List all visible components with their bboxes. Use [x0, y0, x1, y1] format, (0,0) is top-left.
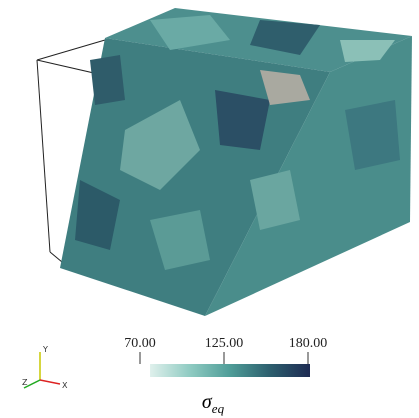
colorbar-ticks: 70.00 125.00 180.00	[124, 336, 327, 364]
title-subscript: eq	[212, 401, 225, 416]
tick-label: 180.00	[289, 336, 328, 351]
tick-label: 70.00	[124, 336, 156, 351]
axis-label: X	[62, 381, 68, 390]
tick-label: 125.00	[205, 336, 244, 351]
axes-triad: Y X Z	[22, 345, 68, 390]
axis-label: Z	[22, 378, 28, 387]
grain	[215, 90, 270, 150]
colorbar	[150, 364, 310, 377]
colorbar-title: σeq	[202, 391, 225, 416]
grain	[90, 55, 125, 105]
scene: Y X Z 70.00 125.00 180.00 σeq	[0, 0, 419, 418]
axis-label: Y	[42, 345, 48, 354]
specimen	[60, 8, 412, 316]
grain	[345, 100, 400, 170]
